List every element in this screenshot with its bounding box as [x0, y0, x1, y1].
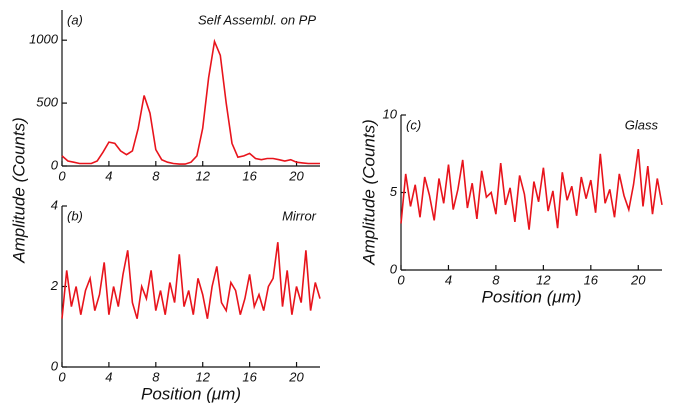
y-tick-label: 0: [51, 358, 59, 373]
x-tick-label: 0: [58, 369, 66, 384]
x-tick-label: 12: [195, 369, 210, 384]
x-tick-label: 4: [445, 272, 452, 287]
panel-label: (b): [67, 208, 83, 223]
x-tick-label: 16: [584, 272, 599, 287]
y-tick-label: 5: [390, 184, 398, 199]
annotation: Glass: [625, 117, 659, 132]
data-line: [61, 38, 320, 165]
panel-label: (c): [406, 117, 421, 132]
x-tick-label: 8: [492, 272, 500, 287]
x-tick-label: 8: [152, 369, 160, 384]
data-line: [61, 242, 321, 319]
x-tick-label: 12: [195, 168, 210, 183]
x-tick-label: 20: [288, 369, 304, 384]
y-tick-label: 500: [36, 95, 58, 110]
y-tick-label: 0: [51, 157, 59, 172]
x-tick-label: 8: [152, 168, 160, 183]
x-tick-label: 0: [397, 272, 405, 287]
annotation: Self Assembl. on PP: [198, 12, 316, 27]
x-tick-label: 20: [630, 272, 646, 287]
y-tick-label: 10: [383, 106, 398, 121]
y-axis-label: Amplitude (Counts): [9, 117, 28, 264]
x-tick-label: 12: [536, 272, 551, 287]
y-axis-label: Amplitude (Counts): [359, 119, 378, 266]
x-axis-label: Position (μm): [141, 384, 241, 403]
x-tick-label: 4: [105, 369, 112, 384]
x-tick-label: 0: [58, 168, 66, 183]
x-tick-label: 16: [242, 369, 257, 384]
panel-label: (a): [67, 12, 83, 27]
x-tick-label: 20: [288, 168, 304, 183]
annotation: Mirror: [282, 208, 317, 223]
y-tick-label: 2: [50, 278, 59, 293]
y-tick-label: 0: [390, 261, 398, 276]
y-tick-label: 4: [51, 197, 58, 212]
data-line: [400, 148, 663, 230]
y-tick-label: 1000: [29, 32, 59, 47]
x-tick-label: 16: [242, 168, 257, 183]
x-tick-label: 4: [105, 168, 112, 183]
x-axis-label: Position (μm): [482, 287, 582, 306]
